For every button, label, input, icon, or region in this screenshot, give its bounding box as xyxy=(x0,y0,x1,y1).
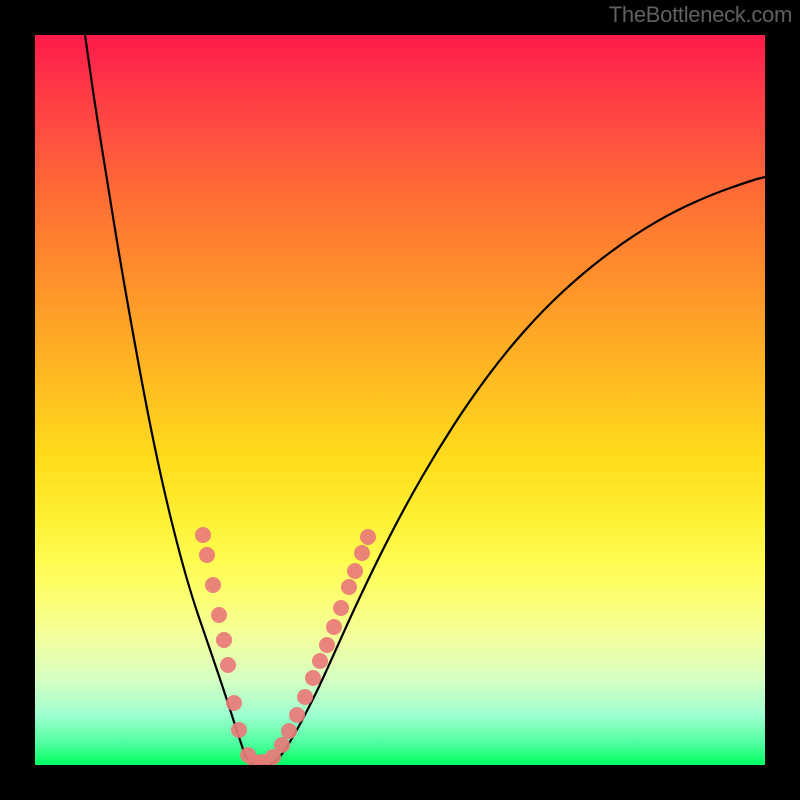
marker-dot xyxy=(297,689,313,705)
right-curve xyxy=(270,177,765,765)
marker-dot xyxy=(199,547,215,563)
chart-container: TheBottleneck.com xyxy=(0,0,800,800)
curve-overlay xyxy=(35,35,765,765)
plot-area xyxy=(35,35,765,765)
marker-dot xyxy=(220,657,236,673)
marker-dot xyxy=(312,653,328,669)
marker-dot xyxy=(289,707,305,723)
marker-dot xyxy=(360,529,376,545)
marker-dot xyxy=(319,637,335,653)
marker-dot xyxy=(274,737,290,753)
marker-dot xyxy=(326,619,342,635)
marker-dot xyxy=(211,607,227,623)
marker-dot xyxy=(226,695,242,711)
marker-dot xyxy=(347,563,363,579)
watermark-text: TheBottleneck.com xyxy=(609,2,792,28)
marker-dot xyxy=(281,723,297,739)
marker-dot xyxy=(305,670,321,686)
marker-dot xyxy=(195,527,211,543)
marker-dot xyxy=(341,579,357,595)
marker-dot xyxy=(216,632,232,648)
marker-dot xyxy=(205,577,221,593)
marker-dot xyxy=(354,545,370,561)
marker-cluster xyxy=(195,527,376,765)
marker-dot xyxy=(333,600,349,616)
left-curve xyxy=(85,35,253,765)
marker-dot xyxy=(231,722,247,738)
